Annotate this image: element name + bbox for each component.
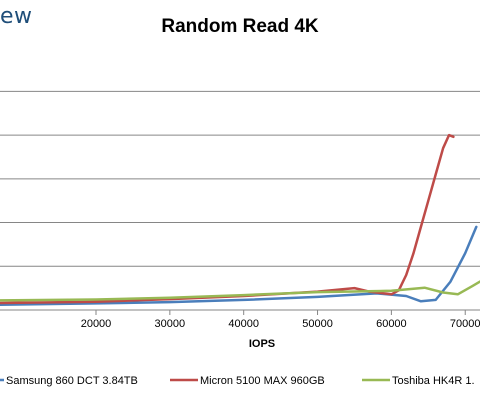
series-line-3: [0, 280, 480, 302]
grid-lines: [0, 90, 480, 267]
series-lines: [0, 133, 480, 307]
chart-title: Random Read 4K: [161, 16, 319, 37]
x-tick-label-2: 40000: [228, 318, 259, 330]
x-tick-label-3: 50000: [302, 318, 333, 330]
x-axis-label: IOPS: [249, 338, 275, 350]
x-tick-label-1: 30000: [155, 318, 186, 330]
legend-label-3: Toshiba HK4R 1.: [392, 375, 475, 387]
x-tick-label-5: 70000: [450, 318, 480, 330]
x-tick-label-0: 20000: [81, 318, 112, 330]
legend: Samsung 860 DCT 3.84TB Micron 5100 MAX 96…: [0, 375, 475, 387]
series-line-2: [0, 133, 455, 305]
x-tick-labels: 20000 30000 40000 50000 60000 70000: [81, 310, 480, 330]
legend-label-1: Samsung 860 DCT 3.84TB: [6, 375, 138, 387]
legend-label-2: Micron 5100 MAX 960GB: [200, 375, 325, 387]
x-tick-label-4: 60000: [376, 318, 407, 330]
logo-watermark: ew: [0, 4, 33, 29]
